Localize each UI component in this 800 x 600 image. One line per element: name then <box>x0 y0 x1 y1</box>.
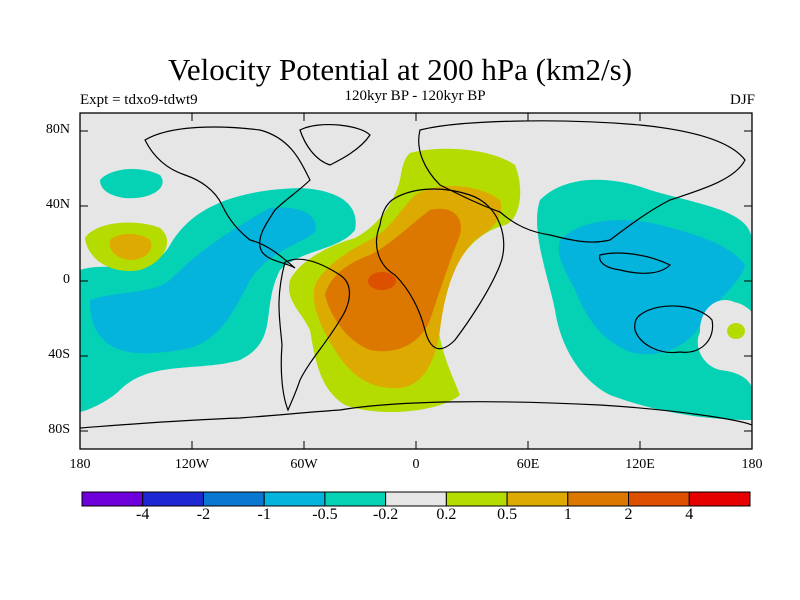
colorbar-swatch <box>202 491 265 507</box>
lon-label-180w: 180 <box>69 457 91 472</box>
colorbar-swatch <box>688 491 751 507</box>
colorbar-swatch <box>567 491 630 507</box>
colorbar-swatch <box>142 491 204 507</box>
lon-label-0: 0 <box>412 457 420 472</box>
colorbar-label: 0.2 <box>436 506 457 523</box>
colorbar-swatch <box>628 491 690 507</box>
chart-subtitle: 120kyr BP - 120kyr BP <box>344 88 486 104</box>
lon-label-60e: 60E <box>516 457 540 472</box>
colorbar-label: -2 <box>196 506 211 523</box>
colorbar-label: -1 <box>257 506 271 523</box>
lat-label-80n: 80N <box>45 122 70 137</box>
colorbar-label: -4 <box>136 506 150 523</box>
map-plot-area <box>80 113 752 449</box>
colorbar <box>81 491 751 507</box>
lat-label-40s: 40S <box>48 347 70 362</box>
negative-anomaly-fields <box>80 168 752 420</box>
colorbar-label: 0.5 <box>497 506 518 523</box>
colorbar-label: 2 <box>624 506 633 523</box>
lon-label-180e: 180 <box>741 457 763 472</box>
colorbar-swatch <box>263 491 326 507</box>
lon-label-60w: 60W <box>290 457 318 472</box>
coastlines <box>80 120 752 429</box>
experiment-label: Expt = tdxo9-tdwt9 <box>80 92 198 108</box>
colorbar-swatch <box>81 491 144 507</box>
colorbar-label: 1 <box>563 506 572 523</box>
season-label: DJF <box>729 92 755 108</box>
colorbar-label: -0.5 <box>312 506 338 523</box>
lat-label-0: 0 <box>63 272 70 287</box>
lat-label-40n: 40N <box>45 197 70 212</box>
colorbar-swatch <box>385 491 447 507</box>
colorbar-label: -0.2 <box>372 506 399 523</box>
lat-label-80s: 80S <box>48 422 70 437</box>
chart-title: Velocity Potential at 200 hPa (km2/s) <box>167 52 633 87</box>
axis-ticks <box>80 113 752 449</box>
colorbar-swatch <box>506 491 569 507</box>
positive-anomaly-fields <box>85 148 750 413</box>
colorbar-swatch <box>445 491 508 507</box>
lon-label-120w: 120W <box>174 457 210 472</box>
colorbar-label: 4 <box>685 506 694 523</box>
lon-label-120e: 120E <box>625 457 655 472</box>
colorbar-swatch <box>324 491 387 507</box>
